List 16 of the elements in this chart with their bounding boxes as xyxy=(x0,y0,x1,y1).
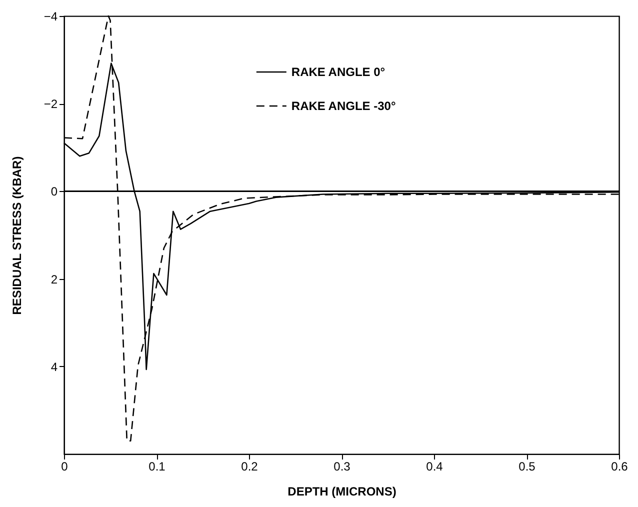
x-tick-label: 0.6 xyxy=(611,460,628,474)
y-axis-title: RESIDUAL STRESS (KBAR) xyxy=(10,156,24,315)
x-tick-label: 0.2 xyxy=(241,460,258,474)
x-tick-label: 0.5 xyxy=(518,460,536,474)
y-tick-label: −2 xyxy=(44,97,58,112)
y-tick-label: −4 xyxy=(44,10,58,24)
y-tick-label: 0 xyxy=(50,184,58,199)
legend-label: RAKE ANGLE 0° xyxy=(291,65,386,79)
x-tick-label: 0.1 xyxy=(148,460,166,474)
legend-label: RAKE ANGLE -30° xyxy=(291,99,396,113)
x-tick-label: 0 xyxy=(61,460,68,474)
x-tick-label: 0.4 xyxy=(426,460,444,474)
y-tick-label: 2 xyxy=(50,272,58,286)
x-tick-label: 0.3 xyxy=(334,460,351,474)
x-axis-title: DEPTH (MICRONS) xyxy=(288,484,396,498)
y-tick-label: 4 xyxy=(50,360,58,374)
